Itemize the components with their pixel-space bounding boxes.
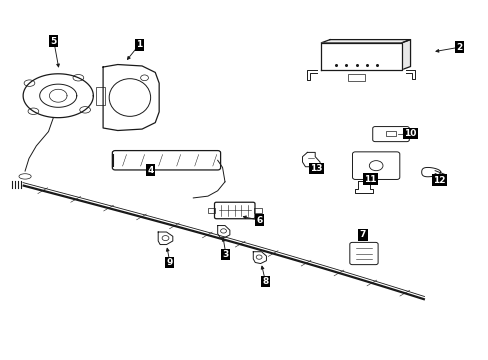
Text: 1: 1 [136, 40, 142, 49]
Text: 9: 9 [166, 258, 173, 267]
Text: 2: 2 [455, 43, 461, 52]
Text: 10: 10 [403, 129, 416, 138]
Bar [207, 208, 215, 213]
FancyBboxPatch shape [352, 152, 399, 180]
Polygon shape [321, 43, 401, 70]
FancyBboxPatch shape [372, 127, 408, 141]
FancyBboxPatch shape [349, 242, 377, 265]
Polygon shape [401, 40, 410, 70]
Text: 11: 11 [363, 175, 376, 184]
Text: 13: 13 [310, 164, 322, 173]
Text: 12: 12 [432, 176, 445, 185]
Text: 5: 5 [51, 37, 57, 46]
Polygon shape [321, 40, 410, 43]
Bar [347, 74, 365, 81]
Bar [96, 87, 104, 105]
FancyBboxPatch shape [214, 202, 254, 219]
Bar [385, 131, 395, 136]
Text: 4: 4 [147, 166, 154, 175]
Text: 7: 7 [359, 230, 366, 239]
Text: 6: 6 [256, 216, 262, 225]
Text: 8: 8 [262, 277, 268, 286]
FancyBboxPatch shape [112, 150, 220, 170]
Bar [253, 208, 261, 213]
Text: 3: 3 [223, 250, 228, 259]
